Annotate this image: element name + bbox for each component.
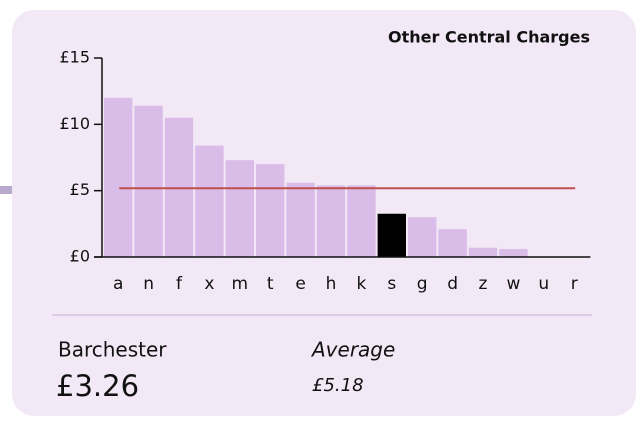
x-tick-label: a [113, 274, 123, 294]
bar [225, 160, 254, 257]
bar [286, 182, 315, 257]
x-tick-label: x [204, 274, 214, 294]
x-tick-label: u [538, 274, 549, 294]
y-tick-label: £0 [70, 247, 90, 266]
bar [499, 249, 528, 257]
x-tick-label: w [506, 274, 520, 294]
bar [408, 217, 437, 257]
y-tick-label: £10 [59, 114, 90, 133]
bar [104, 97, 133, 257]
x-tick-label: t [267, 274, 274, 294]
bar [256, 164, 285, 257]
y-tick-label: £5 [70, 180, 90, 199]
x-tick-label: z [479, 274, 488, 294]
highlight-name: Barchester [58, 338, 167, 362]
highlight-value: £3.26 [56, 369, 139, 403]
bar [377, 213, 406, 257]
bar [316, 185, 346, 257]
y-tick-label: £15 [59, 48, 90, 67]
bar [195, 145, 224, 257]
x-tick-label: k [356, 274, 366, 294]
x-tick-label: n [143, 274, 154, 294]
average-label: Average [310, 338, 395, 362]
bar [134, 105, 163, 257]
bar [347, 185, 376, 257]
bar [438, 229, 467, 257]
x-tick-label: m [232, 274, 249, 294]
x-tick-label: h [326, 274, 337, 294]
x-tick-label: e [295, 274, 305, 294]
average-value: £5.18 [312, 375, 364, 396]
chart-title: Other Central Charges [388, 28, 590, 47]
x-tick-label: d [447, 274, 458, 294]
side-marker [0, 186, 12, 194]
x-tick-label: r [571, 274, 578, 294]
x-tick-label: s [387, 274, 396, 294]
x-tick-label: f [176, 274, 183, 294]
x-tick-label: g [417, 274, 428, 294]
bar [468, 247, 498, 257]
